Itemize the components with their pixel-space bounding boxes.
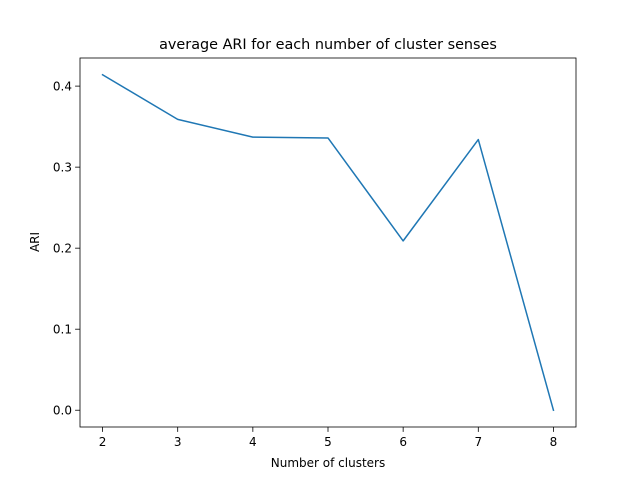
axes-frame bbox=[79, 57, 577, 428]
y-tick-label: 0.2 bbox=[53, 241, 72, 255]
x-tick-label: 3 bbox=[174, 435, 182, 449]
x-tick-label: 7 bbox=[474, 435, 482, 449]
x-tick-label: 4 bbox=[249, 435, 257, 449]
chart-title: average ARI for each number of cluster s… bbox=[159, 37, 497, 53]
x-tick-label: 8 bbox=[550, 435, 558, 449]
y-tick-label: 0.3 bbox=[53, 160, 72, 174]
x-tick-label: 6 bbox=[399, 435, 407, 449]
plot-area: 2 3 4 5 6 7 8 0.0 0.1 0.2 0.3 0.4 bbox=[53, 57, 577, 449]
y-tick-label: 0.1 bbox=[53, 322, 72, 336]
series-line bbox=[101, 73, 555, 412]
y-tick-label: 0.4 bbox=[53, 79, 72, 93]
y-axis-label: ARI bbox=[28, 232, 42, 252]
x-axis-label: Number of clusters bbox=[271, 456, 385, 470]
x-tick-label: 5 bbox=[324, 435, 332, 449]
x-tick-label: 2 bbox=[99, 435, 107, 449]
y-tick-label: 0.0 bbox=[53, 404, 72, 418]
